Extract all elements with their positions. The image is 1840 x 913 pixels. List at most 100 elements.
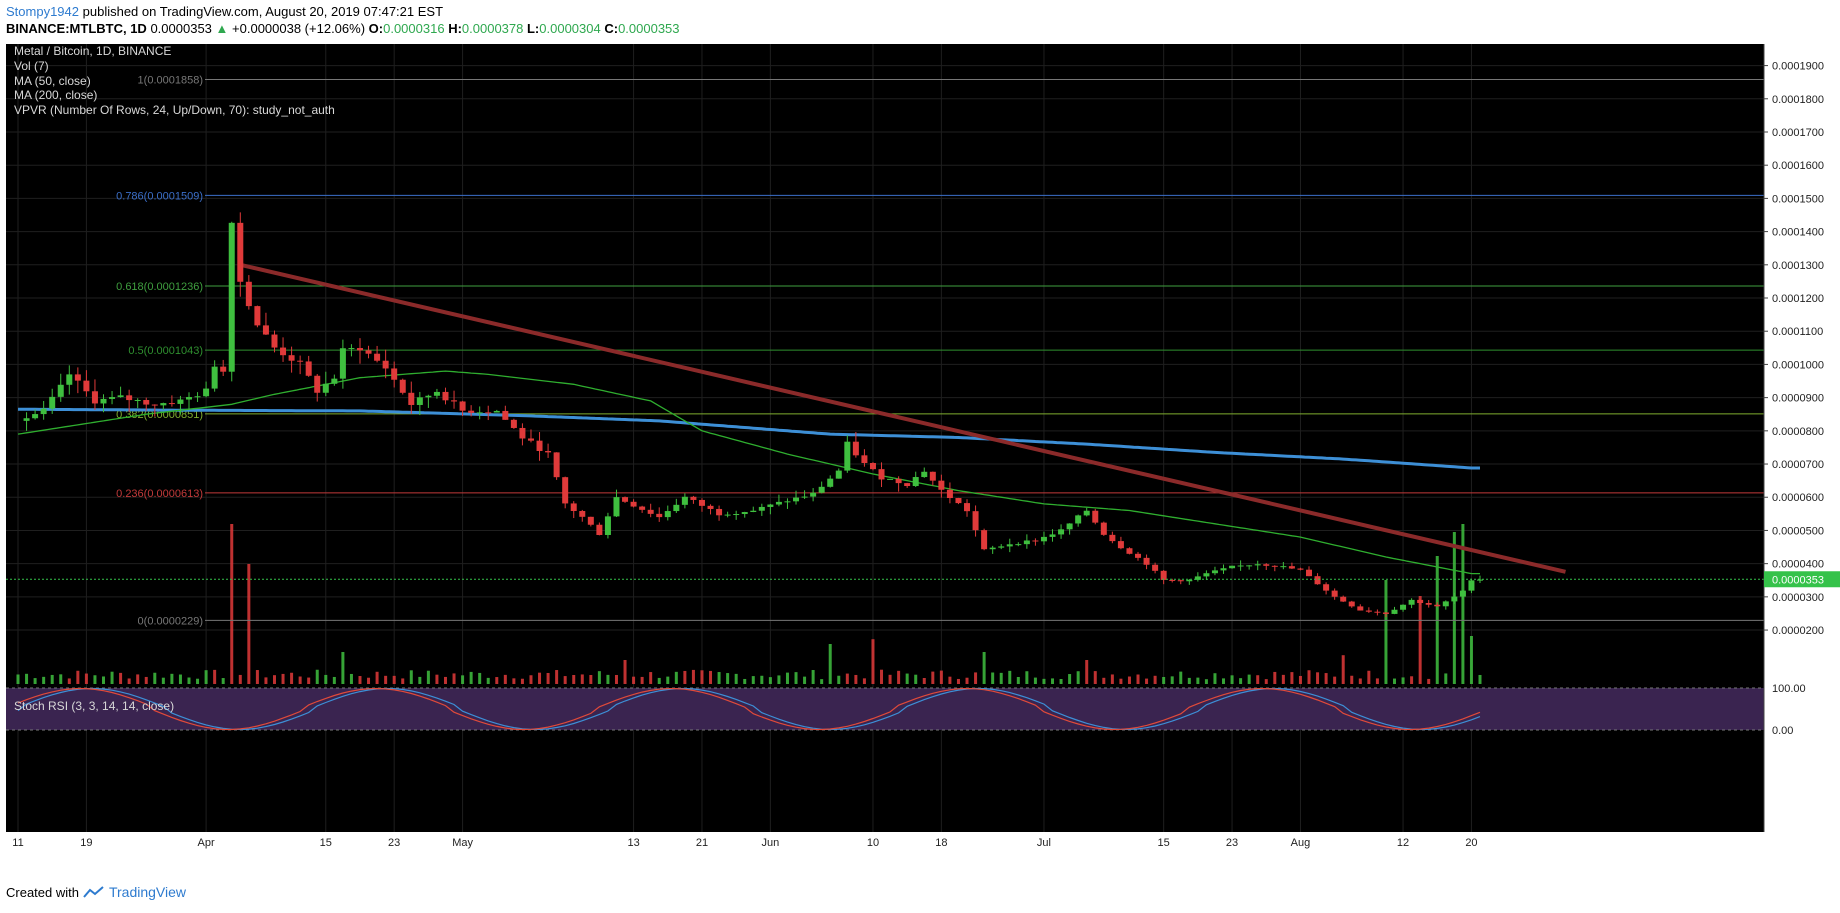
stoch-axis-label-1: 0.00 [1772, 725, 1793, 737]
volume-bar [1333, 676, 1337, 684]
candle-body [1058, 529, 1065, 535]
candle-body [681, 496, 688, 505]
candle-body [1152, 564, 1159, 571]
volume-bar [272, 675, 276, 684]
candle-body [647, 509, 654, 514]
volume-bar [290, 672, 294, 684]
candle-body [519, 427, 526, 439]
created-with-label: Created with [6, 884, 79, 900]
volume-bar [1418, 596, 1422, 684]
candle-body [382, 360, 389, 369]
volume-bar [247, 564, 251, 684]
volume-bar [1410, 676, 1414, 684]
volume-bar [332, 676, 336, 684]
candle-body [921, 471, 928, 478]
price-chart[interactable]: 1(0.0001858) 0.786(0.0001509) 0.618(0.0001… [0, 44, 1840, 876]
volume-bar [1350, 675, 1354, 684]
stoch-k-line [17, 687, 1481, 731]
volume-bar [1196, 677, 1200, 684]
candle-body [185, 397, 192, 400]
candle-body [1032, 540, 1039, 542]
volume-bar [939, 670, 943, 684]
volume-bar [982, 652, 986, 684]
volume-bar [76, 670, 80, 684]
price-label-16: 0.0000300 [1772, 592, 1824, 604]
volume-bar [1110, 674, 1114, 684]
candle-body [1135, 553, 1142, 558]
price-label-17: 0.0000200 [1772, 625, 1824, 637]
time-axis[interactable]: 11 19 Apr 15 23 May 13 21 Jun 10 18 Jul 15 23 Aug 12 20 [6, 832, 1764, 852]
trendline[interactable] [239, 262, 1566, 574]
volume-bar [1427, 678, 1431, 684]
candle-body [639, 506, 646, 510]
volume-bar [1085, 660, 1089, 684]
price-label-1: 0.0001800 [1772, 94, 1824, 106]
candle-body [938, 480, 945, 490]
volume-bar [1222, 678, 1226, 684]
volume-bar [1008, 670, 1012, 684]
candle-body [126, 395, 133, 401]
candle-body [946, 489, 953, 499]
candle-body [801, 496, 808, 498]
volume-bar [871, 639, 875, 684]
candle-body [228, 222, 235, 372]
candle-body [1229, 565, 1236, 569]
time-label-4: 23 [388, 837, 400, 849]
candle-body [733, 514, 740, 516]
open-value: 0.0000316 [383, 21, 445, 36]
volume-bar [956, 678, 960, 684]
volume-bar [974, 672, 978, 684]
volume-bar [948, 676, 952, 684]
candle-body [1186, 579, 1193, 582]
volume-bar [1187, 677, 1191, 684]
author-link[interactable]: Stompy1942 [6, 4, 79, 19]
volume-bar [1076, 671, 1080, 684]
volume-bar [1358, 678, 1362, 684]
candle-body [1417, 599, 1424, 604]
volume-bar [1384, 580, 1388, 684]
volume-bar [101, 676, 105, 684]
volume-bar [897, 670, 901, 684]
volume-bar [230, 524, 234, 684]
volume-bar [546, 672, 550, 684]
volume-bar [1469, 636, 1473, 684]
volume-bar [1273, 671, 1277, 684]
volume-bar [768, 677, 772, 684]
volume-bar [1051, 678, 1055, 684]
volume-bar [734, 673, 738, 684]
volume-bar [264, 677, 268, 684]
volume-bar [1401, 677, 1405, 684]
volume-bar [563, 676, 567, 684]
candle-body [331, 378, 338, 384]
volume-bar [1478, 674, 1482, 684]
volume-bar [281, 673, 285, 684]
time-label-13: 23 [1226, 837, 1238, 849]
candle-body [314, 375, 321, 393]
tradingview-brand-link[interactable]: TradingView [108, 884, 187, 900]
footer: Created with TradingView [6, 884, 186, 900]
candle-body [1357, 606, 1364, 611]
time-label-6: 13 [627, 837, 639, 849]
candle-body [109, 397, 116, 399]
candle-body [297, 360, 304, 362]
volume-bar [640, 676, 644, 684]
volume-bar [341, 652, 345, 684]
candle-body [476, 412, 483, 414]
tradingview-logo-icon [83, 886, 104, 898]
volume-bar [572, 674, 576, 684]
volume-bar [965, 677, 969, 684]
volume-bar [170, 673, 174, 684]
stoch-axis-label-0: 100.00 [1772, 683, 1806, 695]
candle-body [1331, 590, 1338, 597]
volume-bar [880, 669, 884, 684]
volume-bar [461, 675, 465, 684]
candle-body [254, 306, 261, 326]
price-label-0: 0.0001900 [1772, 61, 1824, 73]
candle-body [1477, 579, 1483, 581]
candle-body [1246, 565, 1253, 567]
open-label: O: [368, 21, 384, 36]
price-label-4: 0.0001500 [1772, 193, 1824, 205]
candle-body [1109, 534, 1116, 542]
price-axis[interactable]: 0.0001900 0.0001800 0.0001700 0.0001600 0.00… [1763, 44, 1840, 832]
candle-body [433, 391, 440, 396]
